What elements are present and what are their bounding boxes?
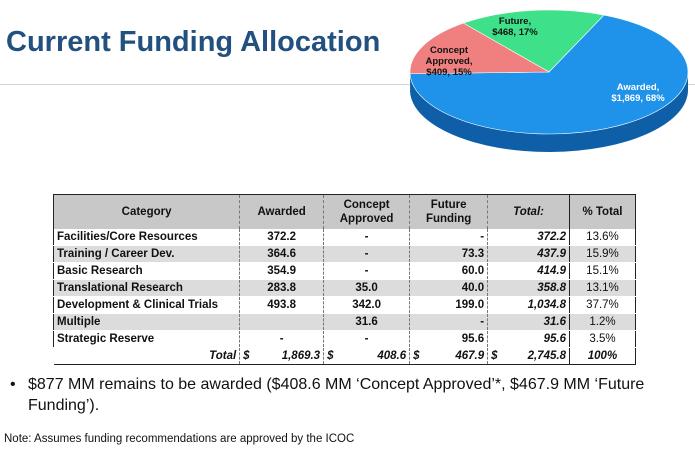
header-awarded: Awarded: [239, 194, 325, 229]
header-category: Category: [52, 194, 241, 229]
title-rule: [0, 84, 695, 85]
grand-total: $2,745.8: [487, 347, 570, 365]
total-value: 1,869.3: [281, 349, 321, 362]
total-value: 2,745.8: [527, 349, 566, 362]
remaining-bullet: $877 MM remains to be awarded ($408.6 MM…: [28, 376, 645, 414]
cell-total: 414.9: [487, 262, 570, 280]
header-percent-total: % Total: [569, 194, 637, 229]
total-future-funding: $467.9: [409, 347, 489, 365]
total-percent: 100%: [569, 347, 637, 365]
table-row: Development & Clinical Trials 493.8 342.0 1…: [52, 296, 637, 314]
table-row: Facilities/Core Resources 372.2- -372.2 13.…: [52, 229, 637, 246]
footnote: Note: Assumes funding recommendations ar…: [4, 433, 355, 445]
cell-category: Multiple: [52, 313, 241, 331]
header-future-funding: Future Funding: [409, 194, 489, 229]
cell-awarded: 283.8: [239, 279, 325, 297]
cell-concept: 342.0: [323, 296, 411, 314]
currency-symbol: $: [491, 349, 498, 362]
cell-category: Strategic Reserve: [52, 330, 241, 348]
bullet-dot-icon: •: [10, 376, 16, 393]
cell-category: Translational Research: [52, 279, 241, 297]
cell-category: Basic Research: [52, 262, 241, 280]
cell-awarded: [239, 313, 325, 331]
cell-future: 95.6: [409, 330, 489, 348]
cell-pct: 1.2%: [569, 313, 637, 331]
cell-concept: 35.0: [323, 279, 411, 297]
cell-total: 358.8: [487, 279, 570, 297]
cell-future: 199.0: [409, 296, 489, 314]
cell-pct: 15.9%: [569, 245, 637, 263]
cell-total: 1,034.8: [487, 296, 570, 314]
total-value: 408.6: [377, 349, 407, 362]
currency-symbol: $: [413, 349, 420, 362]
header-total: Total:: [487, 194, 570, 229]
total-awarded: $1,869.3: [239, 347, 325, 365]
pie-slice: [409, 22, 551, 75]
cell-concept: 31.6: [323, 313, 411, 331]
cell-total: 95.6: [487, 330, 570, 348]
cell-pct: 37.7%: [569, 296, 637, 314]
cell-concept: -: [323, 229, 411, 246]
funding-pie-chart: Awarded, $1,869, 68% Concept Approved, $409,…: [409, 9, 689, 153]
table-total-row: Total $1,869.3 $408.6 $467.9 $2,745.8 100%: [53, 347, 637, 365]
cell-future: -: [409, 313, 489, 331]
header-concept-approved: Concept Approved: [323, 194, 411, 229]
cell-category: Training / Career Dev.: [52, 245, 241, 263]
cell-total: 372.2: [487, 229, 570, 246]
cell-category: Development & Clinical Trials: [52, 296, 241, 314]
cell-future: -: [409, 229, 489, 246]
total-value: 467.9: [455, 349, 485, 362]
table-row: Multiple 31.6-31.6 1.2%: [52, 313, 637, 331]
cell-concept: -: [323, 330, 411, 348]
table-header-row: Category Awarded Concept Approved Future…: [52, 194, 637, 229]
cell-awarded: -: [239, 330, 325, 348]
currency-symbol: $: [327, 349, 334, 362]
funding-table: Category Awarded Concept Approved Future…: [52, 194, 637, 365]
table-row: Basic Research 354.9-60.0 414.9 15.1%: [52, 262, 637, 280]
table-body: Facilities/Core Resources 372.2- -372.2 13.…: [52, 229, 637, 365]
pie-slice-label: Future, $468, 17%: [492, 16, 538, 38]
pie-slice-label: Concept Approved, $409, 15%: [426, 45, 473, 78]
total-concept-approved: $408.6: [323, 347, 411, 365]
cell-future: 60.0: [409, 262, 489, 280]
page-title: Current Funding Allocation: [6, 26, 381, 58]
cell-concept: -: [323, 245, 411, 263]
cell-awarded: 364.6: [239, 245, 325, 263]
cell-pct: 13.1%: [569, 279, 637, 297]
pie-slice: [462, 9, 605, 73]
cell-category: Facilities/Core Resources: [52, 229, 241, 246]
cell-total: 437.9: [487, 245, 570, 263]
cell-awarded: 354.9: [239, 262, 325, 280]
cell-pct: 15.1%: [569, 262, 637, 280]
pie-slice: [409, 14, 689, 135]
table-row: Strategic Reserve - -95.6 95.6 3.5%: [52, 330, 637, 348]
cell-pct: 3.5%: [569, 330, 637, 348]
table-row: Translational Research 283.8 35.0 40.0 358.8…: [52, 279, 637, 297]
total-label: Total: [53, 347, 241, 365]
cell-future: 40.0: [409, 279, 489, 297]
cell-concept: -: [323, 262, 411, 280]
table-row: Training / Career Dev. 364.6-73.3 437.9 15.…: [52, 245, 637, 263]
cell-awarded: 493.8: [239, 296, 325, 314]
currency-symbol: $: [243, 349, 250, 362]
pie-slice-label: Awarded, $1,869, 68%: [611, 82, 665, 104]
cell-pct: 13.6%: [569, 229, 637, 246]
cell-awarded: 372.2: [239, 229, 325, 246]
cell-future: 73.3: [409, 245, 489, 263]
cell-total: 31.6: [487, 313, 570, 331]
pie-side-wall: [410, 72, 688, 153]
